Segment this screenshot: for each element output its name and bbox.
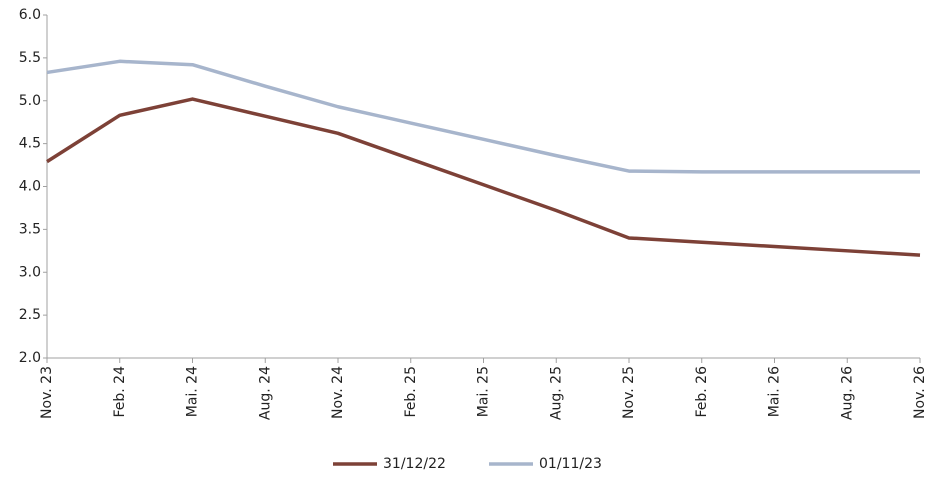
x-tick-label: Feb. 26 <box>694 366 710 418</box>
x-tick-label: Mai. 24 <box>185 366 201 417</box>
data-line <box>46 59 920 174</box>
x-tick-label: Nov. 26 <box>912 366 928 419</box>
x-tick-label: Aug. 26 <box>839 366 855 420</box>
y-tick-label: 4.5 <box>19 136 41 152</box>
y-tick-label: 6.0 <box>19 7 41 23</box>
y-tick-label: 3.0 <box>19 264 41 280</box>
x-tick-label: Aug. 24 <box>257 366 273 420</box>
y-tick-label: 4.0 <box>19 179 41 195</box>
x-tick-label: Nov. 23 <box>39 366 55 419</box>
legend-label: 01/11/23 <box>539 456 602 472</box>
y-tick-label: 2.0 <box>19 350 41 366</box>
data-line <box>46 97 921 257</box>
y-tick-label: 3.5 <box>19 221 41 237</box>
x-tick-label: Mai. 25 <box>476 366 492 417</box>
legend-label: 31/12/22 <box>383 456 446 472</box>
x-tick-label: Feb. 25 <box>403 366 419 418</box>
x-tick-label: Feb. 24 <box>112 366 128 418</box>
x-tick-label: Nov. 25 <box>621 366 637 419</box>
y-tick-label: 5.0 <box>19 93 41 109</box>
y-tick-label: 2.5 <box>19 307 41 323</box>
y-tick-label: 5.5 <box>19 50 41 66</box>
x-tick-label: Mai. 26 <box>767 366 783 417</box>
x-tick-label: Nov. 24 <box>330 366 346 419</box>
x-tick-label: Aug. 25 <box>548 366 564 420</box>
